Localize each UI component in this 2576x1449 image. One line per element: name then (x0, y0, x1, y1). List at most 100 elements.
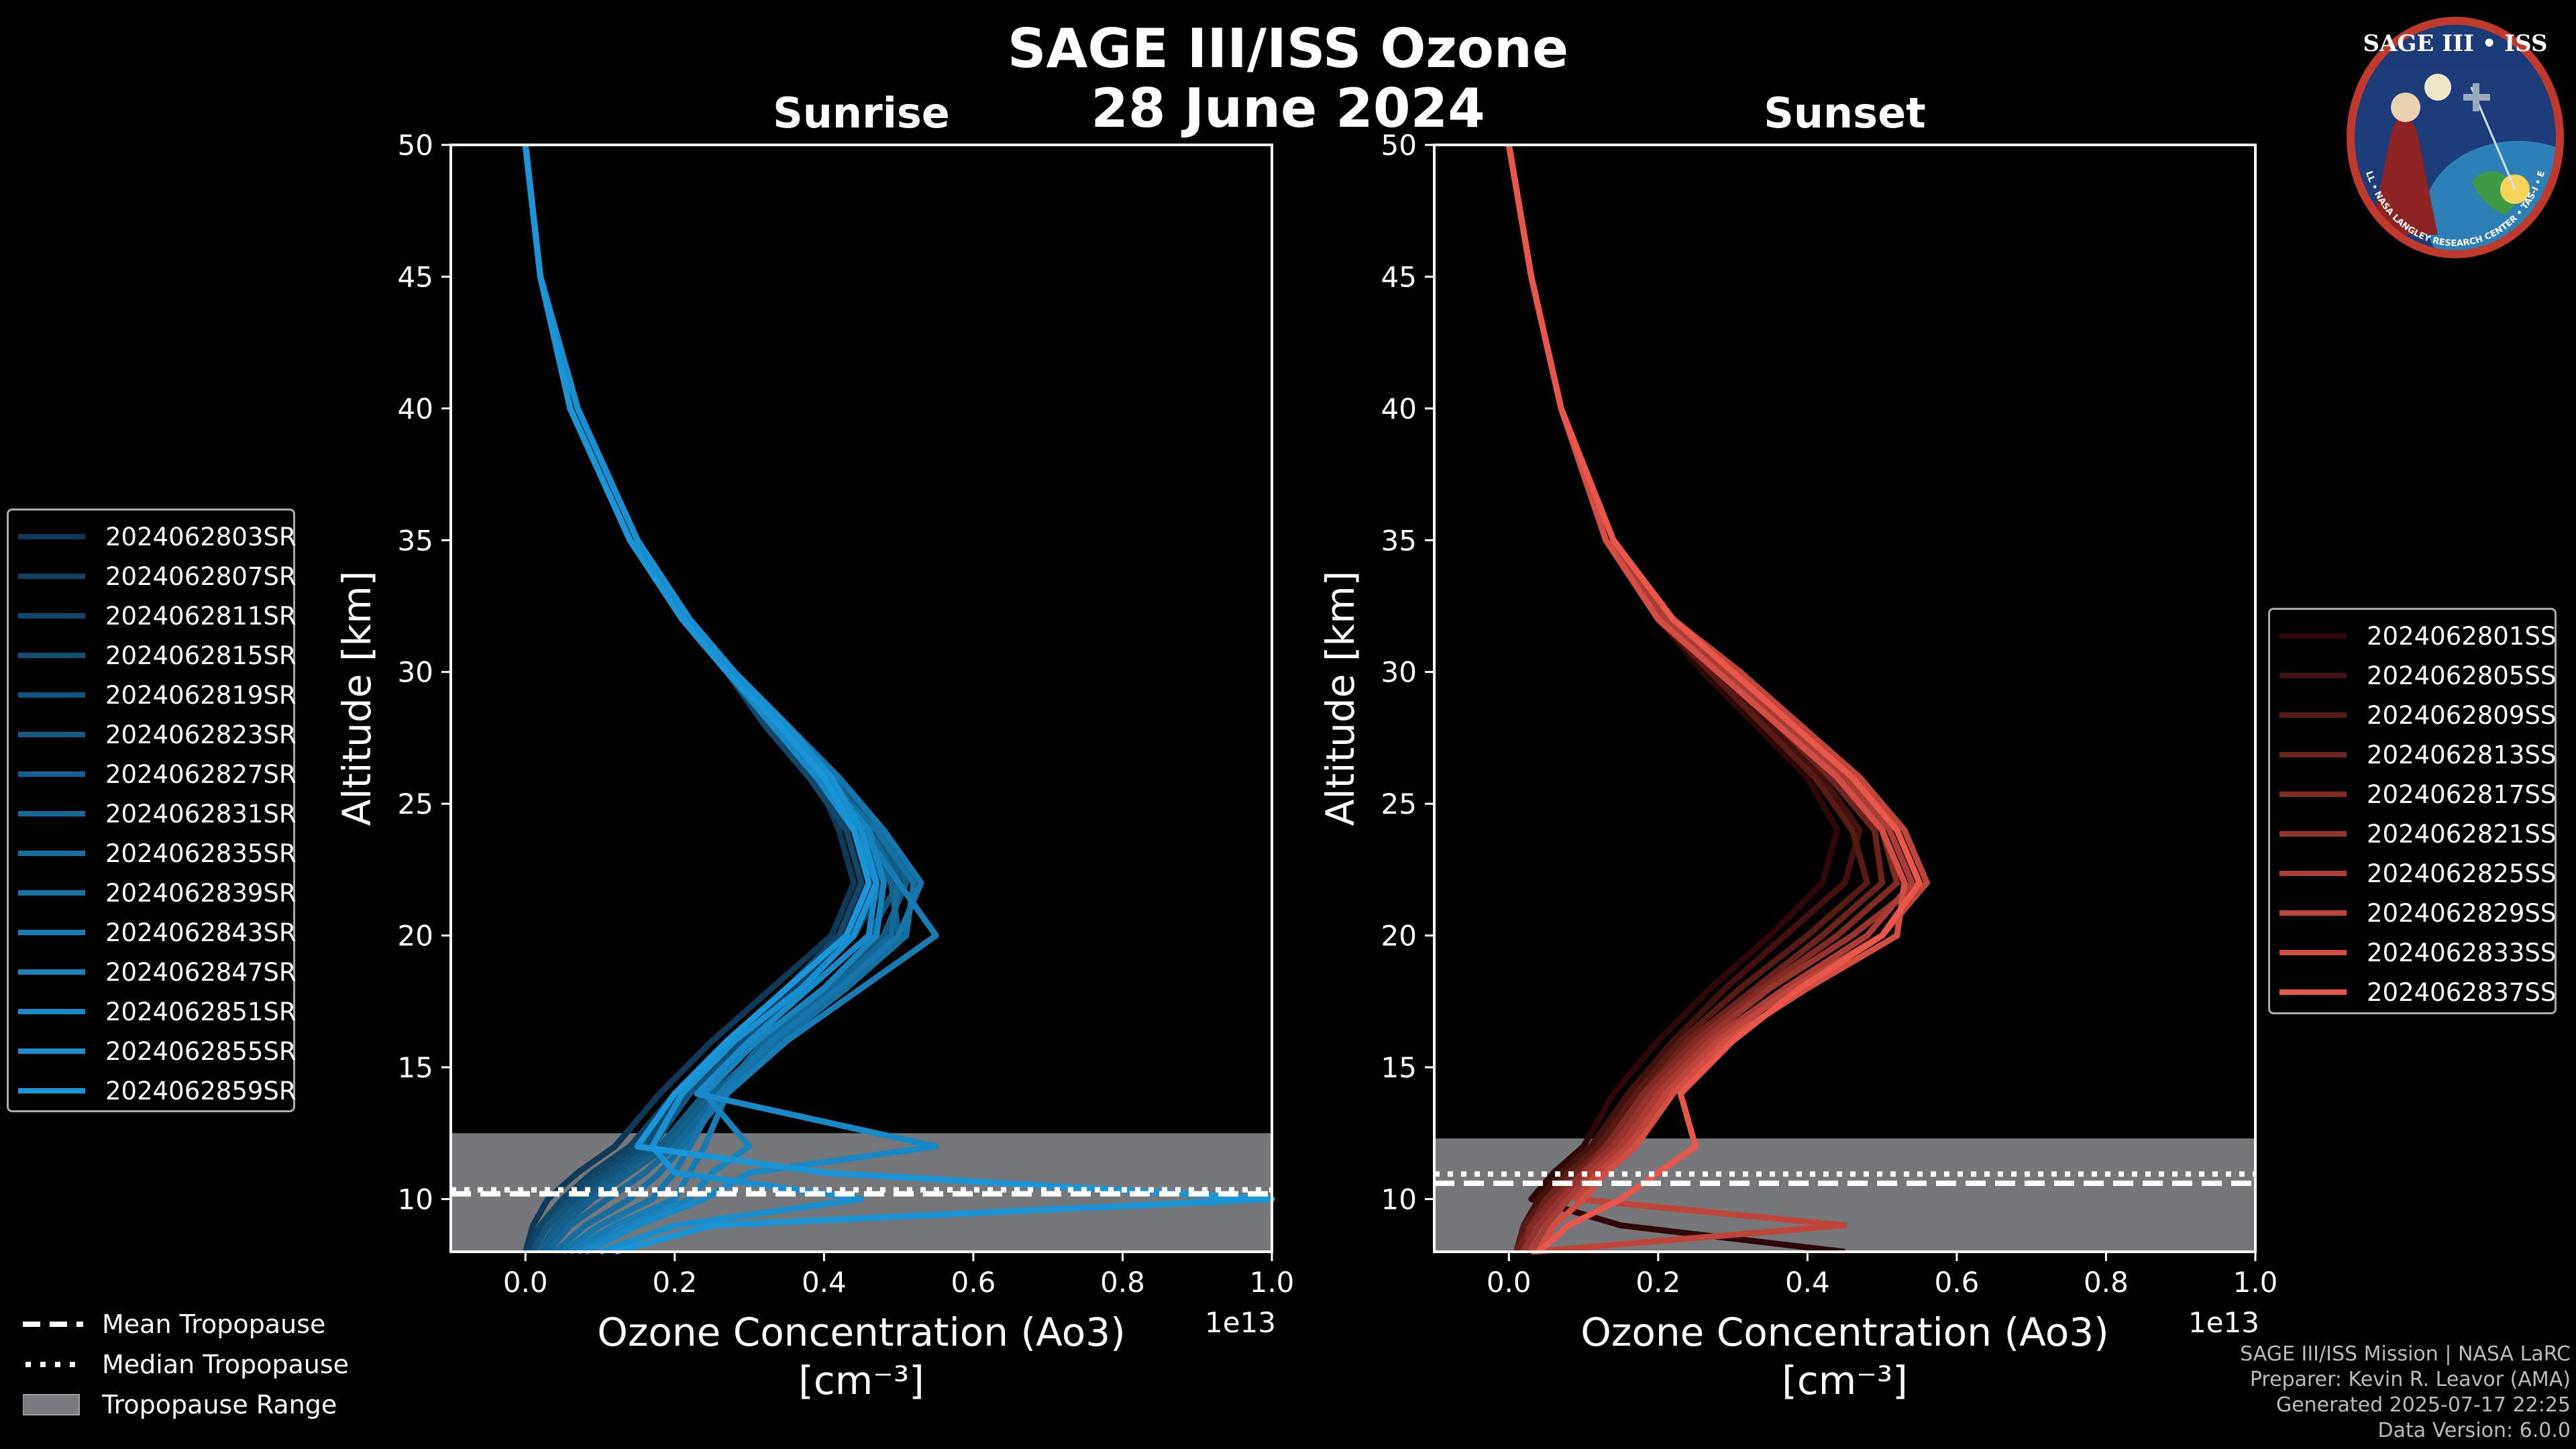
footer-mission: SAGE III/ISS Mission | NASA LaRC (2240, 1342, 2571, 1366)
legend-label: 2024062821SS (2367, 819, 2557, 849)
y-tick-label: 50 (398, 129, 433, 162)
legend-label: 2024062837SS (2367, 977, 2557, 1007)
legend-swatch (18, 653, 85, 658)
x-tick-label: 0.4 (802, 1266, 847, 1299)
x-tick-label: 0.6 (951, 1266, 996, 1299)
legend-item-2024062847SR: 2024062847SR (18, 953, 297, 991)
legend-item-2024062803SR: 2024062803SR (18, 517, 297, 556)
legend-swatch (2279, 792, 2347, 797)
profile-line-2024062855SR (522, 144, 879, 1255)
y-tick-label: 40 (1381, 392, 1417, 425)
legend-label: 2024062829SS (2367, 898, 2557, 928)
legend-label: 2024062855SR (105, 1036, 297, 1066)
legend-swatch (18, 851, 85, 856)
x-tick-label: 0.0 (1487, 1266, 1532, 1299)
legend-label: 2024062801SS (2367, 621, 2557, 651)
sunrise-panel: 0.0 0.2 0.4 0.6 0.8 1.0 1e13 10 15 20 25 30 35 40 45 50… (334, 129, 1294, 1403)
range-patch-key (23, 1394, 80, 1415)
legend-item-2024062839SR: 2024062839SR (18, 873, 297, 912)
plot-frame (449, 144, 1273, 1253)
legend-item-2024062831SR: 2024062831SR (18, 794, 297, 833)
legend-swatch (2279, 871, 2347, 876)
chart-title-line2: 28 June 2024 (1091, 77, 1485, 140)
x-axis-label: Ozone Concentration (Ao3) (1580, 1309, 2109, 1355)
legend-label: 2024062835SR (105, 839, 297, 868)
y-tick-label: 15 (398, 1051, 433, 1084)
x-tick-label: 0.6 (1935, 1266, 1980, 1299)
legend-label: 2024062815SR (105, 641, 297, 670)
legend-item-2024062825SS: 2024062825SS (2279, 854, 2556, 893)
y-tick-label: 15 (1381, 1051, 1417, 1084)
legend-label: 2024062803SR (105, 522, 297, 551)
legend-label: 2024062811SR (105, 601, 297, 631)
legend-swatch (2279, 673, 2347, 678)
sunset-panel: 0.0 0.2 0.4 0.6 0.8 1.0 1e13 10 15 20 25 30 35 40 45 50… (1318, 129, 2277, 1403)
legend-label: 2024062847SR (105, 957, 297, 987)
y-tick-label: 25 (1381, 788, 1417, 820)
x-axis-unit: [cm⁻³] (1782, 1358, 1908, 1403)
legend-item-2024062823SR: 2024062823SR (18, 715, 297, 754)
legend-item-2024062835SR: 2024062835SR (18, 834, 297, 873)
legend-item-2024062815SR: 2024062815SR (18, 636, 297, 675)
legend-swatch (2279, 712, 2347, 718)
legend-swatch (18, 534, 85, 539)
legend-item-2024062809SS: 2024062809SS (2279, 696, 2556, 735)
chart-title-line1: SAGE III/ISS Ozone (1007, 17, 1569, 80)
sunset-panel-title: Sunset (1764, 89, 1926, 138)
y-tick-label: 20 (1381, 920, 1417, 953)
legend-swatch (2279, 633, 2347, 639)
y-tick-label: 20 (398, 920, 433, 953)
legend-item-2024062851SR: 2024062851SR (18, 992, 297, 1031)
legend-item-2024062819SR: 2024062819SR (18, 676, 297, 714)
x-exponent-label: 1e13 (1205, 1306, 1276, 1339)
sunrise-panel-title: Sunrise (773, 89, 950, 138)
legend-swatch (18, 1088, 85, 1093)
legend-item-2024062829SS: 2024062829SS (2279, 894, 2556, 932)
legend-item-2024062837SS: 2024062837SS (2279, 973, 2556, 1012)
x-tick-label: 0.2 (652, 1266, 697, 1299)
legend-label: 2024062823SR (105, 720, 297, 749)
legend-label: 2024062825SS (2367, 859, 2557, 888)
tropopause-legend: Mean Tropopause Median Tropopause Tropop… (23, 1304, 349, 1425)
x-tick-label: 0.8 (1100, 1266, 1145, 1299)
plot-area (451, 145, 1272, 1252)
legend-swatch (18, 930, 85, 935)
y-tick-label: 25 (398, 788, 433, 820)
footer-generated: Generated 2025-07-17 22:25 (2275, 1393, 2571, 1417)
y-tick-label: 40 (398, 392, 433, 425)
y-tick-label: 50 (1381, 129, 1417, 162)
legend-median-tropopause: Median Tropopause (23, 1344, 349, 1385)
legend-swatch (18, 692, 85, 698)
legend-swatch (2279, 950, 2347, 955)
legend-item-2024062855SR: 2024062855SR (18, 1032, 297, 1071)
legend-swatch (18, 613, 85, 619)
legend-label: 2024062817SS (2367, 780, 2557, 809)
x-tick-label: 0.8 (2084, 1266, 2129, 1299)
legend-swatch (18, 771, 85, 777)
legend-swatch (18, 1049, 85, 1054)
plot-area (1434, 145, 2255, 1252)
legend-swatch (2279, 989, 2347, 995)
sage-iii-iss-mission-logo: SAGE III • ISS BALL • NASA LANGLEY RESEA… (2344, 13, 2564, 258)
legend-item-2024062813SS: 2024062813SS (2279, 735, 2556, 774)
legend-label: 2024062813SS (2367, 740, 2557, 769)
legend-range-label: Tropopause Range (102, 1390, 337, 1419)
legend-label: 2024062831SR (105, 799, 297, 828)
y-tick-label: 10 (398, 1183, 433, 1216)
legend-item-2024062843SR: 2024062843SR (18, 913, 297, 952)
legend-label: 2024062851SR (105, 997, 297, 1026)
legend-swatch (2279, 831, 2347, 837)
footer-credits: SAGE III/ISS Mission | NASA LaRC Prepare… (2240, 1342, 2571, 1444)
sunset-legend: 2024062801SS 2024062805SS 2024062809SS 2024… (2268, 608, 2557, 1014)
y-tick-label: 10 (1381, 1183, 1417, 1216)
legend-mean-tropopause: Mean Tropopause (23, 1304, 349, 1344)
legend-label: 2024062819SR (105, 680, 297, 710)
y-axis-label: Altitude [km] (1318, 571, 1363, 826)
x-tick-label: 0.2 (1635, 1266, 1680, 1299)
legend-item-2024062811SR: 2024062811SR (18, 596, 297, 635)
legend-median-label: Median Tropopause (102, 1350, 349, 1379)
x-exponent-label: 1e13 (2188, 1306, 2259, 1339)
legend-swatch (18, 811, 85, 816)
legend-item-2024062833SS: 2024062833SS (2279, 933, 2556, 972)
